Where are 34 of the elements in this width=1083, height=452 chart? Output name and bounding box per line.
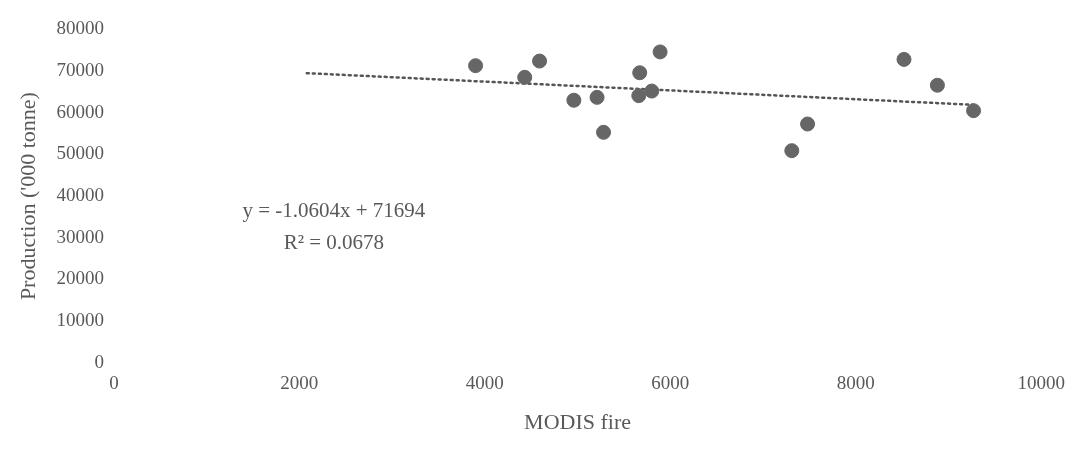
point [631, 88, 647, 104]
annotation: R² = 0.0678 [283, 229, 385, 254]
x-tick-label: 4000 [465, 372, 504, 394]
x-tick-label: 0 [109, 372, 119, 394]
point [800, 116, 816, 132]
x-tick-label: 10000 [1017, 372, 1065, 394]
x-tick-label: 8000 [836, 372, 875, 394]
y-tick-label: 10000 [56, 309, 104, 331]
point [532, 53, 548, 69]
y-tick-label: 0 [94, 350, 104, 372]
point [644, 83, 660, 99]
point [896, 51, 912, 67]
y-tick-label: 60000 [56, 100, 104, 122]
point [596, 124, 612, 140]
point [929, 77, 945, 93]
y-tick-label: 50000 [56, 142, 104, 164]
point [652, 44, 668, 60]
x-axis-title: MODIS fire [524, 408, 632, 434]
point [589, 89, 605, 105]
y-axis-title: Production ('000 tonne) [14, 92, 40, 301]
y-tick-label: 20000 [56, 267, 104, 289]
point [468, 58, 484, 74]
y-tick-label: 80000 [56, 17, 104, 39]
x-tick-label: 2000 [280, 372, 319, 394]
y-tick-label: 30000 [56, 225, 104, 247]
x-tick-label: 6000 [651, 372, 690, 394]
annotation: y = -1.0604x + 71694 [242, 197, 426, 222]
point [632, 65, 648, 81]
point [566, 92, 582, 108]
point [784, 143, 800, 159]
point [517, 69, 533, 85]
y-tick-label: 40000 [56, 184, 104, 206]
point [966, 103, 982, 119]
y-tick-label: 70000 [56, 59, 104, 81]
